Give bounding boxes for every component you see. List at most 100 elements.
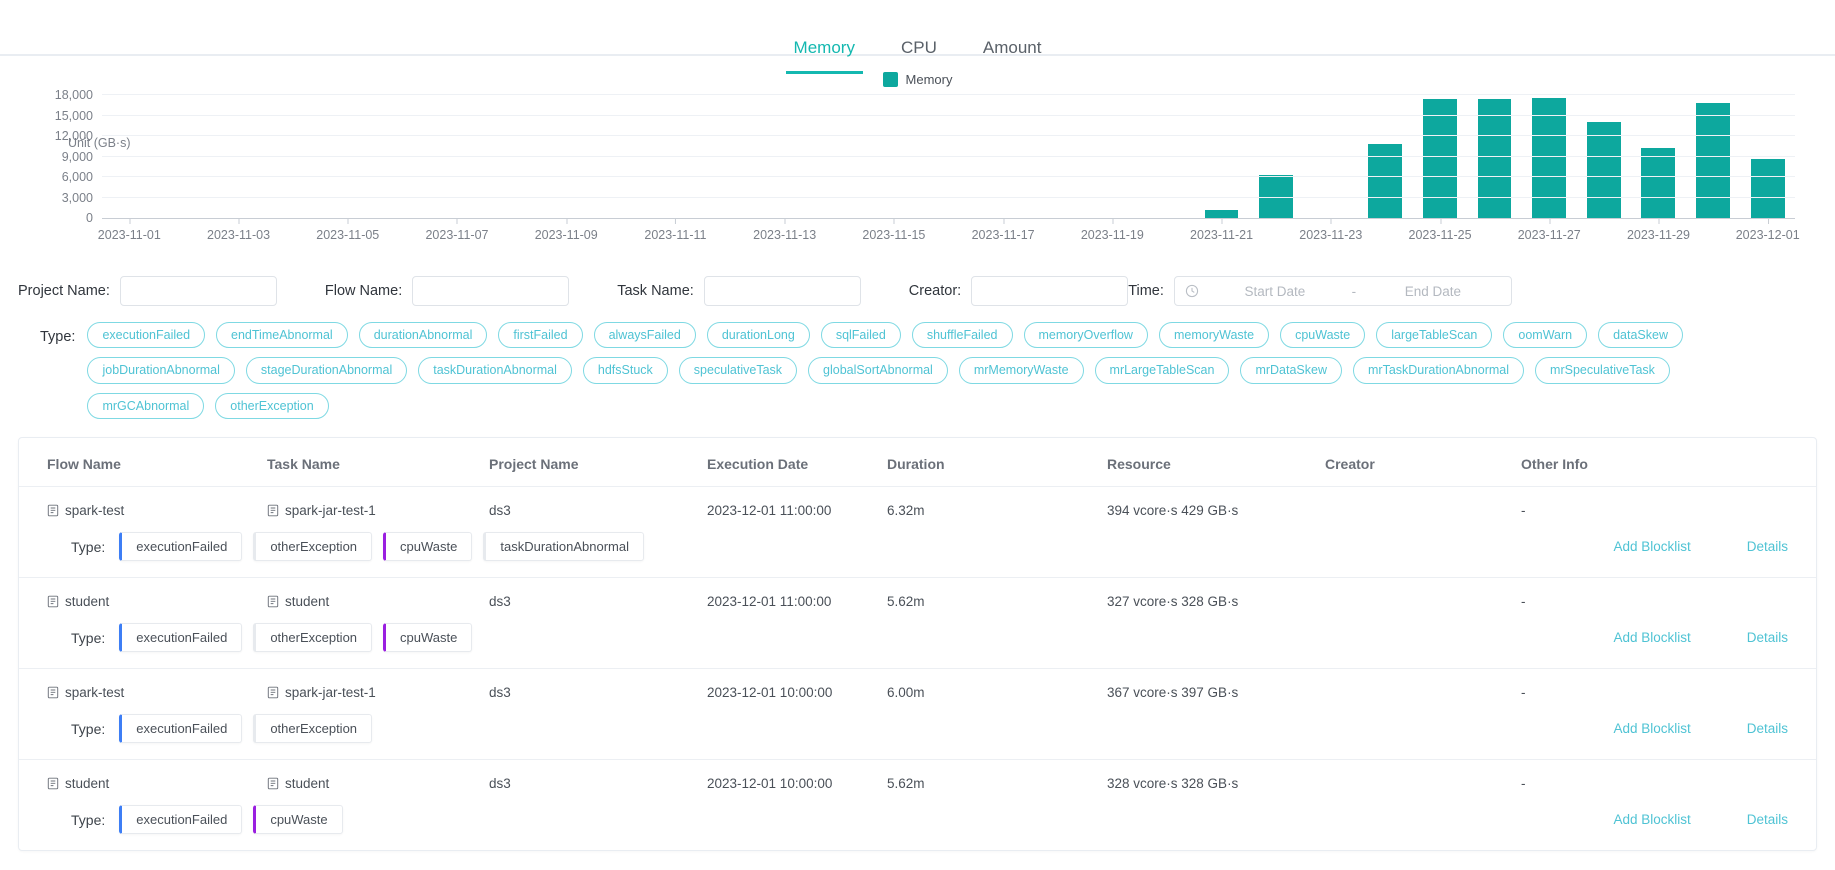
details-link[interactable]: Details bbox=[1746, 630, 1788, 646]
table-row: spark-test spark-jar-test-1 ds3 2023-12-01 … bbox=[19, 487, 1816, 518]
type-chip-otherException[interactable]: otherException bbox=[215, 392, 329, 420]
date-range-separator: - bbox=[1351, 283, 1357, 299]
tab-memory[interactable]: Memory bbox=[785, 39, 864, 74]
project-name-input[interactable] bbox=[119, 276, 277, 306]
add-blocklist-link[interactable]: Add Blocklist bbox=[1613, 539, 1691, 555]
type-chip-largeTableScan[interactable]: largeTableScan bbox=[1376, 322, 1493, 349]
type-chip-memoryWaste[interactable]: memoryWaste bbox=[1158, 322, 1270, 349]
type-chip-taskDurationAbnormal[interactable]: taskDurationAbnormal bbox=[418, 357, 572, 384]
time-range-picker[interactable]: Start Date - End Date bbox=[1173, 276, 1512, 306]
column-header-creator: Creator bbox=[1325, 456, 1375, 473]
x-tick-label: 2023-11-01 bbox=[98, 219, 161, 242]
row-tag-cpuWaste[interactable]: cpuWaste bbox=[253, 805, 343, 835]
type-chip-sqlFailed[interactable]: sqlFailed bbox=[820, 322, 901, 349]
row-tag-executionFailed[interactable]: executionFailed bbox=[119, 532, 243, 562]
x-tick-label: 2023-11-27 bbox=[1518, 219, 1581, 242]
row-tag-executionFailed[interactable]: executionFailed bbox=[119, 623, 243, 653]
creator-input[interactable] bbox=[971, 276, 1129, 306]
column-header-project-name: Project Name bbox=[489, 456, 579, 473]
type-chip-dataSkew[interactable]: dataSkew bbox=[1598, 322, 1683, 349]
type-chip-mrSpeculativeTask[interactable]: mrSpeculativeTask bbox=[1535, 357, 1670, 384]
cell-flow-name: student bbox=[47, 594, 267, 609]
y-tick-label: 6,000 bbox=[61, 170, 93, 184]
type-chip-mrLargeTableScan[interactable]: mrLargeTableScan bbox=[1094, 357, 1230, 384]
type-chip-endTimeAbnormal[interactable]: endTimeAbnormal bbox=[216, 322, 348, 349]
chart-bar[interactable] bbox=[1586, 121, 1621, 218]
table-body: spark-test spark-jar-test-1 ds3 2023-12-01 … bbox=[19, 487, 1816, 850]
chart-bar[interactable] bbox=[1259, 174, 1294, 218]
column-header-flow-name: Flow Name bbox=[47, 456, 121, 473]
cell-resource: 328 vcore·s 328 GB·s bbox=[1107, 776, 1239, 792]
add-blocklist-link[interactable]: Add Blocklist bbox=[1613, 630, 1691, 646]
cell-resource: 367 vcore·s 397 GB·s bbox=[1107, 685, 1239, 701]
flow-name-text: student bbox=[65, 594, 110, 610]
chart-bar[interactable] bbox=[1477, 99, 1512, 218]
row-actions: Add Blocklist Details bbox=[1613, 812, 1788, 827]
details-link[interactable]: Details bbox=[1746, 539, 1788, 555]
type-chip-speculativeTask[interactable]: speculativeTask bbox=[678, 357, 798, 384]
type-chip-alwaysFailed[interactable]: alwaysFailed bbox=[593, 322, 696, 349]
bar-slot bbox=[211, 95, 266, 218]
row-tag-executionFailed[interactable]: executionFailed bbox=[119, 714, 243, 744]
cell-project-name: ds3 bbox=[489, 776, 511, 792]
type-chip-memoryOverflow[interactable]: memoryOverflow bbox=[1023, 322, 1148, 349]
cell-flow-name: spark-test bbox=[47, 503, 267, 518]
task-name-text: spark-jar-test-1 bbox=[285, 503, 376, 519]
add-blocklist-link[interactable]: Add Blocklist bbox=[1613, 721, 1691, 737]
type-chip-stageDurationAbnormal[interactable]: stageDurationAbnormal bbox=[245, 357, 408, 384]
cell-project-name: ds3 bbox=[489, 594, 511, 610]
chart-bar[interactable] bbox=[1423, 99, 1457, 218]
bar-slot bbox=[1522, 95, 1577, 218]
chart-bar[interactable] bbox=[1696, 102, 1730, 218]
flow-name-input[interactable] bbox=[412, 276, 570, 306]
task-name-input[interactable] bbox=[703, 276, 861, 306]
row-tag-otherException[interactable]: otherException bbox=[253, 714, 373, 744]
type-chip-hdfsStuck[interactable]: hdfsStuck bbox=[582, 357, 668, 384]
type-chip-durationAbnormal[interactable]: durationAbnormal bbox=[358, 322, 488, 349]
row-tag-otherException[interactable]: otherException bbox=[253, 532, 373, 562]
row-tag-cpuWaste[interactable]: cpuWaste bbox=[383, 623, 473, 653]
type-chip-mrTaskDurationAbnormal[interactable]: mrTaskDurationAbnormal bbox=[1353, 357, 1525, 384]
bar-slot bbox=[375, 95, 430, 218]
row-tag-taskDurationAbnormal[interactable]: taskDurationAbnormal bbox=[483, 532, 644, 562]
cell-execution-date: 2023-12-01 10:00:00 bbox=[707, 685, 833, 701]
type-chip-durationLong[interactable]: durationLong bbox=[706, 322, 810, 349]
chart-unit-label: Unit (GB·s) bbox=[68, 136, 131, 150]
type-chip-shuffleFailed[interactable]: shuffleFailed bbox=[911, 322, 1013, 349]
type-chip-oomWarn[interactable]: oomWarn bbox=[1503, 322, 1588, 349]
add-blocklist-link[interactable]: Add Blocklist bbox=[1613, 812, 1691, 828]
chart-bar[interactable] bbox=[1204, 209, 1239, 218]
tab-amount[interactable]: Amount bbox=[982, 38, 1042, 57]
type-chip-mrGCAbnormal[interactable]: mrGCAbnormal bbox=[87, 392, 205, 420]
type-chip-executionFailed[interactable]: executionFailed bbox=[87, 322, 206, 349]
details-link[interactable]: Details bbox=[1746, 721, 1788, 737]
type-chip-globalSortAbnormal[interactable]: globalSortAbnormal bbox=[808, 357, 948, 384]
row-tag-cpuWaste[interactable]: cpuWaste bbox=[383, 532, 473, 562]
type-chip-mrDataSkew[interactable]: mrDataSkew bbox=[1240, 357, 1342, 384]
bar-slot bbox=[102, 95, 157, 218]
tab-bar: Memory CPU Amount bbox=[0, 0, 1835, 74]
chart-bar[interactable] bbox=[1641, 148, 1676, 218]
tab-cpu[interactable]: CPU bbox=[900, 38, 937, 57]
bar-slot bbox=[1576, 95, 1631, 218]
x-tick-label: 2023-11-07 bbox=[425, 219, 488, 242]
type-chip-jobDurationAbnormal[interactable]: jobDurationAbnormal bbox=[87, 357, 235, 384]
project-name-label: Project Name: bbox=[18, 283, 110, 299]
row-tag-executionFailed[interactable]: executionFailed bbox=[119, 805, 243, 835]
bar-slot bbox=[1358, 95, 1413, 218]
type-chip-mrMemoryWaste[interactable]: mrMemoryWaste bbox=[958, 357, 1084, 384]
column-header-resource: Resource bbox=[1107, 456, 1171, 473]
x-tick-label: 2023-11-15 bbox=[862, 219, 925, 242]
chart-bar[interactable] bbox=[1368, 144, 1403, 218]
type-chip-firstFailed[interactable]: firstFailed bbox=[498, 322, 583, 349]
document-icon bbox=[47, 595, 59, 608]
y-gridline: 6,000 bbox=[62, 170, 1795, 184]
chart-plot-area: 0 3,000 6,000 9,000 12,000 15,000 18,000 bbox=[55, 88, 1795, 225]
document-icon bbox=[267, 777, 279, 790]
row-tag-otherException[interactable]: otherException bbox=[253, 623, 373, 653]
chart-bar[interactable] bbox=[1750, 158, 1785, 218]
chart-bar[interactable] bbox=[1532, 97, 1567, 218]
details-link[interactable]: Details bbox=[1746, 812, 1788, 828]
type-chip-cpuWaste[interactable]: cpuWaste bbox=[1280, 322, 1366, 349]
table-row-types: Type: executionFailed otherException cpuWas… bbox=[19, 609, 1816, 670]
